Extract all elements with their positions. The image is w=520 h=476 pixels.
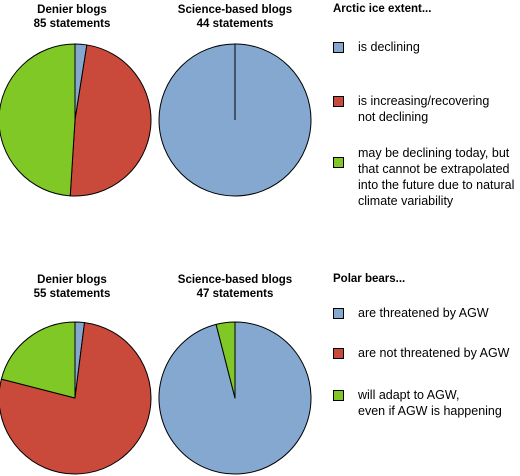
legend-swatch [333,308,344,319]
legend-label: are threatened by AGW [358,306,489,320]
legend-item-ice-declining: is declining [333,39,420,55]
legend-swatch [333,348,344,359]
pie-subtitle-text: 44 statements [196,18,274,30]
legend-item-ice-increasing: is increasing/recovering not declining [333,93,489,125]
pie-title-denier-ice: Denier blogs 85 statements [17,3,127,31]
legend-label: will adapt to AGW, even if AGW is happen… [358,388,502,418]
pie-slice-will-adapt-to-agw [215,321,236,399]
pie-title-science-bears: Science-based blogs 47 statements [170,273,300,301]
pie-slice-will-adapt-to-agw [0,321,76,399]
pie-title-text: Denier blogs [37,4,107,16]
legend-item-bears-not-threatened: are not threatened by AGW [333,345,509,361]
legend-item-ice-natural-variability: may be declining today, but that cannot … [333,145,514,209]
pie-slice-are-not-threatened-by-agw [0,322,152,475]
legend-label: is increasing/recovering not declining [358,94,490,124]
legend-swatch [333,96,344,107]
legend-title-bears: Polar bears... [333,273,406,285]
legend-item-bears-adapt: will adapt to AGW, even if AGW is happen… [333,387,502,419]
pie-title-denier-bears: Denier blogs 55 statements [17,273,127,301]
pie-subtitle-text: 85 statements [33,18,111,30]
legend-label: are not threatened by AGW [358,346,510,360]
pie-subtitle-text: 47 statements [196,288,274,300]
pie-title-text: Science-based blogs [177,274,293,286]
pie-slice-is-increasing-recovering [69,44,152,197]
pie-title-text: Science-based blogs [177,4,293,16]
legend-swatch [333,42,344,53]
legend-label: is declining [358,40,420,54]
legend-title-ice: Arctic ice extent... [333,3,432,15]
legend-item-bears-threatened: are threatened by AGW [333,305,489,321]
legend-label: may be declining today, but that cannot … [358,146,515,208]
pie-slice-may-be-declining-today-but [0,43,76,197]
legend-swatch [333,390,344,401]
legend-swatch [333,157,344,168]
pie-title-text: Denier blogs [37,274,107,286]
pie-title-science-ice: Science-based blogs 44 statements [170,3,300,31]
pie-subtitle-text: 55 statements [33,288,111,300]
